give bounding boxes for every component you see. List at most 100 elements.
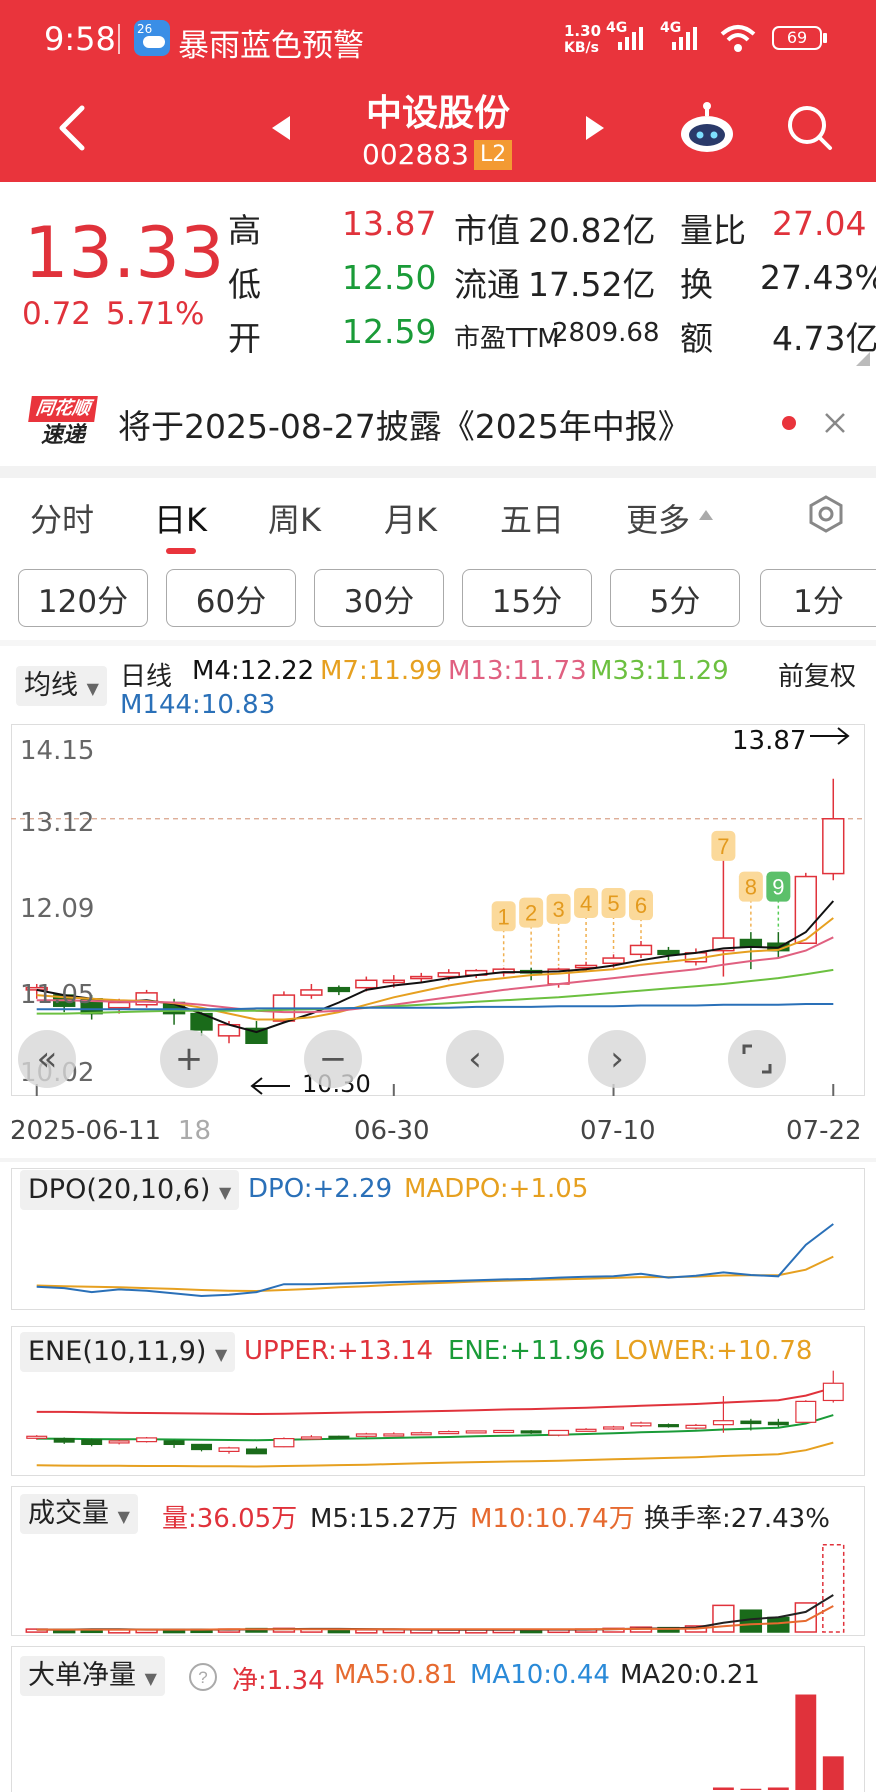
price-tick-1: 13.12: [20, 808, 95, 838]
app-header: 9:58 26 暴雨蓝色预警 1.30 KB/s 4G 4G 69 中设股份 0…: [0, 0, 876, 182]
period-15min[interactable]: 15分: [462, 569, 592, 627]
dpo-dropdown-label: DPO(20,10,6): [28, 1174, 211, 1205]
volume-frame: [11, 1486, 865, 1636]
current-price: 13.33: [24, 212, 225, 294]
ene-candle-body: [575, 1428, 597, 1432]
price-tick-3: 11.05: [20, 980, 95, 1010]
volume-dropdown-label: 成交量: [28, 1498, 109, 1529]
help-icon[interactable]: ?: [188, 1662, 218, 1692]
candle-body: [437, 972, 460, 978]
tab-weekly-k[interactable]: 周K: [268, 501, 321, 539]
volume-bar: [822, 1543, 845, 1633]
ene-dropdown[interactable]: ENE(10,11,9) ▼: [20, 1332, 236, 1372]
volume-bar: [712, 1604, 735, 1633]
period-1min[interactable]: 1分: [760, 569, 876, 627]
bigorder-ma10: MA10:0.44: [470, 1660, 610, 1690]
prev-stock-icon[interactable]: [270, 114, 292, 142]
dpo-frame: [11, 1168, 865, 1310]
high-annotation: 13.87: [732, 726, 807, 756]
ene-candle-body: [438, 1431, 460, 1435]
stock-name: 中设股份: [365, 93, 510, 134]
event-marker: [711, 830, 736, 861]
event-marker-label: 5: [607, 891, 619, 916]
next-stock-icon[interactable]: [584, 114, 606, 142]
ene-candle-body: [355, 1433, 377, 1437]
event-marker-label: 6: [635, 893, 647, 918]
search-icon[interactable]: [786, 104, 834, 152]
ene-dropdown-label: ENE(10,11,9): [28, 1336, 207, 1367]
dpo-chart[interactable]: [11, 1200, 865, 1310]
ma-m13: M13:11.73: [448, 656, 587, 686]
volume-ratio-label: 量比: [680, 211, 746, 250]
bigorder-net: 净:1.34: [232, 1666, 325, 1696]
next-icon[interactable]: ›: [588, 1030, 646, 1088]
candle-body: [602, 957, 625, 964]
period-30min[interactable]: 30分: [314, 569, 444, 627]
ene-candle-body: [410, 1432, 432, 1436]
dropdown-caret-icon: ▼: [86, 679, 99, 698]
bigorder-chart[interactable]: [11, 1690, 865, 1792]
unread-dot: [782, 416, 796, 430]
ma-dropdown-label: 均线: [24, 670, 78, 701]
event-marker: [574, 887, 599, 918]
net-speed-value: 1.30: [564, 22, 602, 40]
robot-assistant-icon[interactable]: [678, 100, 736, 154]
event-marker: [738, 871, 763, 902]
dpo-dropdown[interactable]: DPO(20,10,6) ▼: [20, 1170, 240, 1210]
bigorder-bar: [795, 1694, 817, 1790]
ma-m4: M4:12.22: [192, 656, 315, 686]
tab-active-indicator: [166, 548, 196, 554]
bigorder-bar: [767, 1787, 789, 1790]
tab-five-day[interactable]: 五日: [500, 501, 565, 539]
ma-m144: M144:10.83: [120, 690, 276, 720]
volume-chart[interactable]: [11, 1530, 865, 1636]
volume-bar: [767, 1616, 790, 1633]
dpo-value: DPO:+2.29: [248, 1174, 393, 1204]
tab-more[interactable]: 更多: [626, 501, 691, 539]
candle-body: [327, 986, 351, 993]
bigorder-dropdown[interactable]: 大单净量 ▼: [20, 1656, 165, 1696]
ene-candle-body: [163, 1440, 185, 1446]
tab-monthly-k[interactable]: 月K: [384, 501, 437, 539]
close-icon[interactable]: [824, 412, 846, 434]
period-120min[interactable]: 120分: [18, 569, 148, 627]
candle-body: [410, 975, 433, 980]
ene-candle-body: [81, 1439, 103, 1446]
period-60min[interactable]: 60分: [166, 569, 296, 627]
battery-icon: 69: [772, 26, 822, 50]
fullscreen-icon[interactable]: [728, 1030, 786, 1088]
volume-dropdown[interactable]: 成交量 ▼: [20, 1494, 138, 1534]
back-icon[interactable]: [56, 104, 88, 152]
ene-candle-body: [767, 1421, 789, 1426]
ene-candle-body: [465, 1430, 487, 1434]
dropdown-caret-icon: ▼: [219, 1183, 232, 1202]
tab-daily-k[interactable]: 日K: [154, 501, 207, 539]
zoom-out-icon[interactable]: −: [304, 1030, 362, 1088]
adjust-mode[interactable]: 前复权: [778, 662, 857, 692]
prev-icon[interactable]: ‹: [446, 1030, 504, 1088]
signal-icon-1: [618, 27, 643, 50]
event-marker: [766, 871, 791, 902]
settings-icon[interactable]: [806, 494, 846, 534]
ene-chart[interactable]: [11, 1366, 865, 1476]
ene-candle-body: [795, 1400, 817, 1423]
ma-dropdown[interactable]: 均线 ▼: [16, 666, 107, 706]
arrow-left-icon: [250, 1077, 290, 1095]
ene-candle-body: [26, 1435, 48, 1439]
kline-chart[interactable]: 1 2 3 4 5 6 78 9: [11, 724, 865, 1096]
ene-candle-body: [218, 1447, 240, 1452]
rewind-icon[interactable]: «: [18, 1030, 76, 1088]
amount-label: 额: [680, 319, 713, 358]
ene-candle-body: [136, 1437, 158, 1443]
tab-intraday[interactable]: 分时: [30, 501, 95, 539]
date-tick-2: 06-30: [354, 1116, 430, 1146]
expand-corner-icon[interactable]: [856, 352, 870, 366]
ma-line-m144: [36, 1003, 834, 1011]
zoom-in-icon[interactable]: +: [160, 1030, 218, 1088]
news-banner[interactable]: 同花顺 速递 将于2025-08-27披露《2025年中报》: [0, 378, 876, 466]
period-5min[interactable]: 5分: [610, 569, 740, 627]
ene-candle-body: [740, 1420, 762, 1425]
ene-candle-body: [383, 1433, 405, 1437]
weather-badge: 26: [137, 22, 153, 36]
amount-value: 4.73亿: [772, 319, 876, 358]
